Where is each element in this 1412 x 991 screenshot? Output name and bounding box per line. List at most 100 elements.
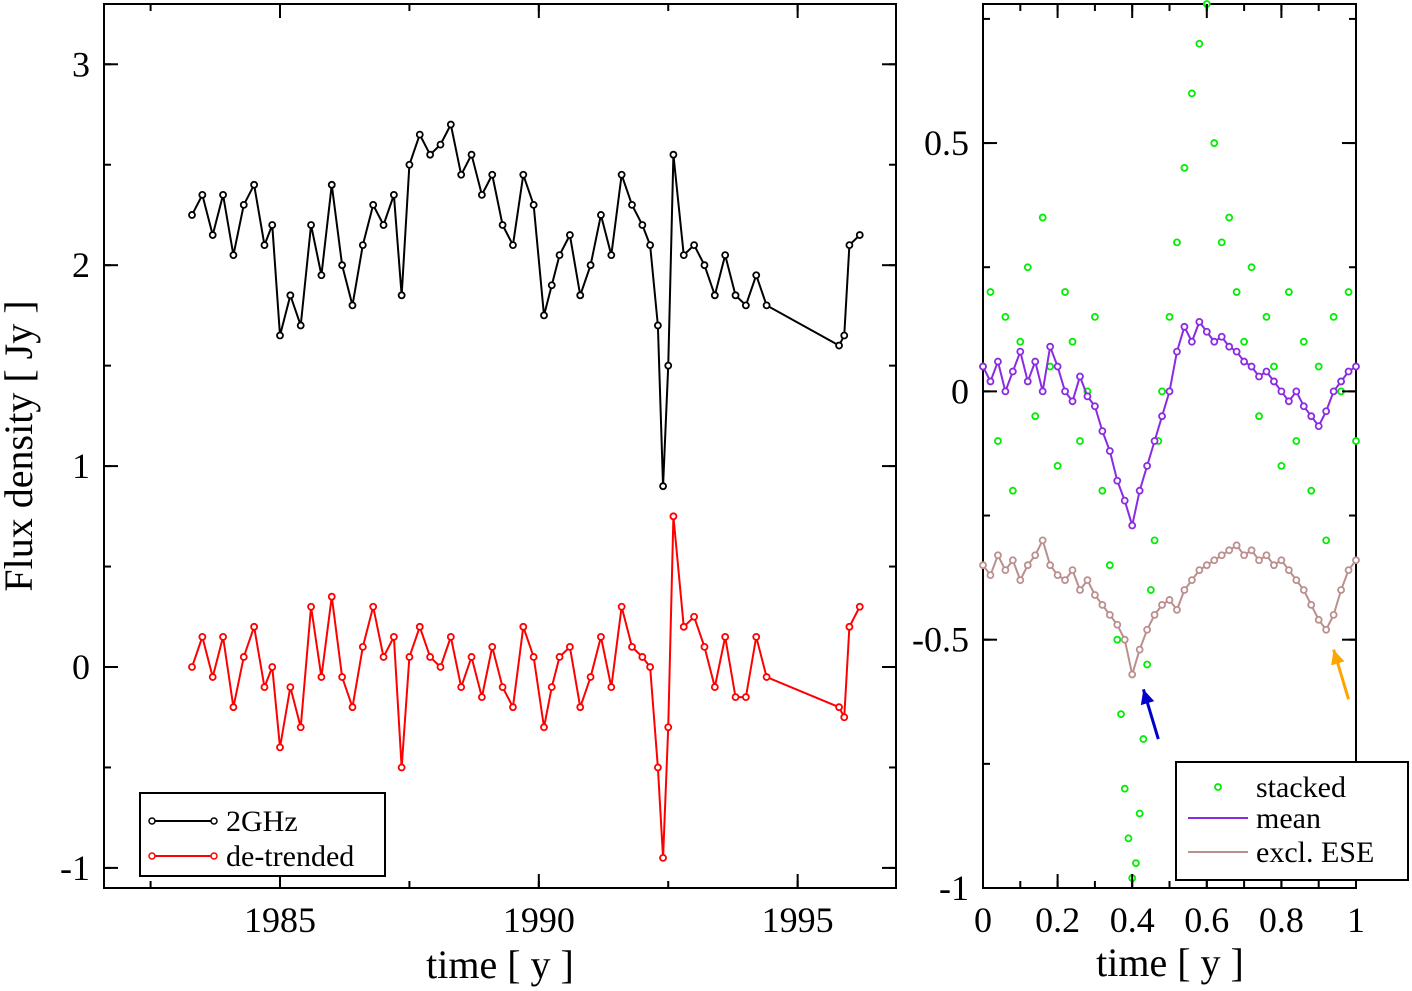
left-point-de-trended xyxy=(664,723,673,732)
left-plot-frame xyxy=(103,3,897,889)
left-point-2ghz xyxy=(679,251,688,260)
right-point-excl-ese xyxy=(1262,551,1271,560)
right-point-excl-ese xyxy=(1016,576,1025,584)
right-point-mean xyxy=(1001,387,1010,396)
left-point-de-trended xyxy=(389,632,398,641)
right-point-mean xyxy=(1344,367,1353,376)
right-point-excl-ese xyxy=(1225,546,1234,555)
left-point-de-trended xyxy=(268,663,277,671)
right-point-stacked xyxy=(1240,337,1248,346)
right-point-mean xyxy=(986,377,995,386)
right-point-stacked xyxy=(1001,312,1010,321)
left-point-de-trended xyxy=(397,763,406,772)
left-point-de-trended xyxy=(547,683,556,691)
left-y-axis-label: Flux density [ Jy ] xyxy=(0,300,41,591)
right-xtick-label: 0.2 xyxy=(1035,900,1080,940)
left-point-de-trended xyxy=(845,622,854,631)
right-xtick-label: 0.4 xyxy=(1110,900,1155,940)
left-point-de-trended xyxy=(731,693,740,702)
left-point-de-trended xyxy=(855,602,864,611)
left-point-2ghz xyxy=(389,190,398,199)
right-point-mean xyxy=(1023,377,1032,386)
left-point-2ghz xyxy=(576,291,585,300)
left-point-de-trended xyxy=(700,643,709,651)
right-point-mean xyxy=(1180,322,1189,331)
right-point-excl-ese xyxy=(1113,620,1122,629)
right-point-stacked xyxy=(1068,337,1077,346)
right-point-mean xyxy=(1053,362,1062,371)
left-point-2ghz xyxy=(700,261,709,270)
left-point-2ghz xyxy=(498,221,507,229)
right-point-mean xyxy=(1016,347,1025,356)
right-point-mean xyxy=(1255,372,1263,381)
left-point-de-trended xyxy=(607,683,616,691)
left-point-2ghz xyxy=(457,170,466,179)
right-point-excl-ese xyxy=(1277,556,1286,565)
right-arrow-head xyxy=(1140,689,1155,706)
right-point-stacked xyxy=(1031,412,1040,421)
right-ticks: 0 0.2 0.4 0.6 0.8 1 -1 -0.5 0 0.5 xyxy=(912,4,1365,940)
left-ytick-label: 0 xyxy=(72,647,90,687)
left-point-de-trended xyxy=(467,653,476,661)
right-point-excl-ese xyxy=(1128,670,1137,679)
left-point-2ghz xyxy=(845,241,854,249)
left-point-de-trended xyxy=(188,663,196,671)
left-point-2ghz xyxy=(638,221,647,229)
right-point-excl-ese xyxy=(1314,615,1323,624)
left-point-2ghz xyxy=(188,211,196,219)
left-point-2ghz xyxy=(358,241,367,249)
right-point-excl-ese xyxy=(1046,561,1055,570)
left-point-de-trended xyxy=(741,693,750,702)
right-point-excl-ese xyxy=(1217,551,1226,560)
left-legend-box xyxy=(139,792,386,877)
left-chart: 1985 1990 1995 -1 0 1 2 3 time [ y ] Flux densi… xyxy=(0,3,897,987)
left-xtick-label: 1985 xyxy=(244,900,316,940)
right-point-mean xyxy=(1076,372,1084,381)
right-point-stacked xyxy=(1135,809,1144,818)
left-point-2ghz xyxy=(835,341,843,350)
right-point-stacked xyxy=(1038,213,1047,222)
left-point-de-trended xyxy=(286,683,295,691)
right-point-excl-ese xyxy=(1038,536,1047,545)
right-point-excl-ese xyxy=(1344,566,1353,575)
right-ytick-label: 0 xyxy=(951,371,969,411)
right-point-excl-ese xyxy=(1270,561,1278,570)
left-point-2ghz xyxy=(762,301,771,310)
left-point-de-trended xyxy=(446,632,455,641)
right-point-stacked xyxy=(1105,561,1114,570)
right-point-mean xyxy=(1202,327,1211,336)
right-point-excl-ese xyxy=(1165,596,1174,604)
right-point-mean xyxy=(1173,347,1181,356)
left-point-2ghz xyxy=(436,140,445,149)
left-point-de-trended xyxy=(529,653,538,661)
left-point-de-trended xyxy=(721,632,730,641)
left-point-2ghz xyxy=(710,291,719,300)
left-point-2ghz xyxy=(268,221,277,229)
right-point-stacked xyxy=(1322,536,1331,545)
right-point-mean xyxy=(1277,387,1286,396)
right-point-mean xyxy=(1061,387,1069,396)
left-point-de-trended xyxy=(250,622,259,631)
right-point-excl-ese xyxy=(994,551,1002,560)
left-point-2ghz xyxy=(369,201,378,209)
left-point-2ghz xyxy=(467,150,476,159)
right-point-excl-ese xyxy=(1292,576,1301,584)
left-point-2ghz xyxy=(260,241,269,249)
right-point-mean xyxy=(1210,337,1219,346)
left-point-2ghz xyxy=(617,170,626,179)
left-point-de-trended xyxy=(317,673,326,681)
left-point-2ghz xyxy=(547,281,556,290)
left-point-de-trended xyxy=(498,683,507,691)
left-point-de-trended xyxy=(239,653,248,661)
right-point-mean xyxy=(1135,486,1144,495)
right-point-excl-ese xyxy=(1195,566,1204,575)
right-point-stacked xyxy=(1232,288,1241,296)
right-point-mean xyxy=(1083,392,1092,401)
right-point-stacked xyxy=(1053,461,1062,470)
right-point-mean xyxy=(1158,412,1166,421)
right-point-stacked xyxy=(1255,412,1263,421)
right-point-excl-ese xyxy=(1098,601,1107,609)
legend-marker-detrended-b xyxy=(210,852,218,860)
right-point-excl-ese xyxy=(1284,566,1293,575)
right-plot-frame xyxy=(982,3,1357,889)
